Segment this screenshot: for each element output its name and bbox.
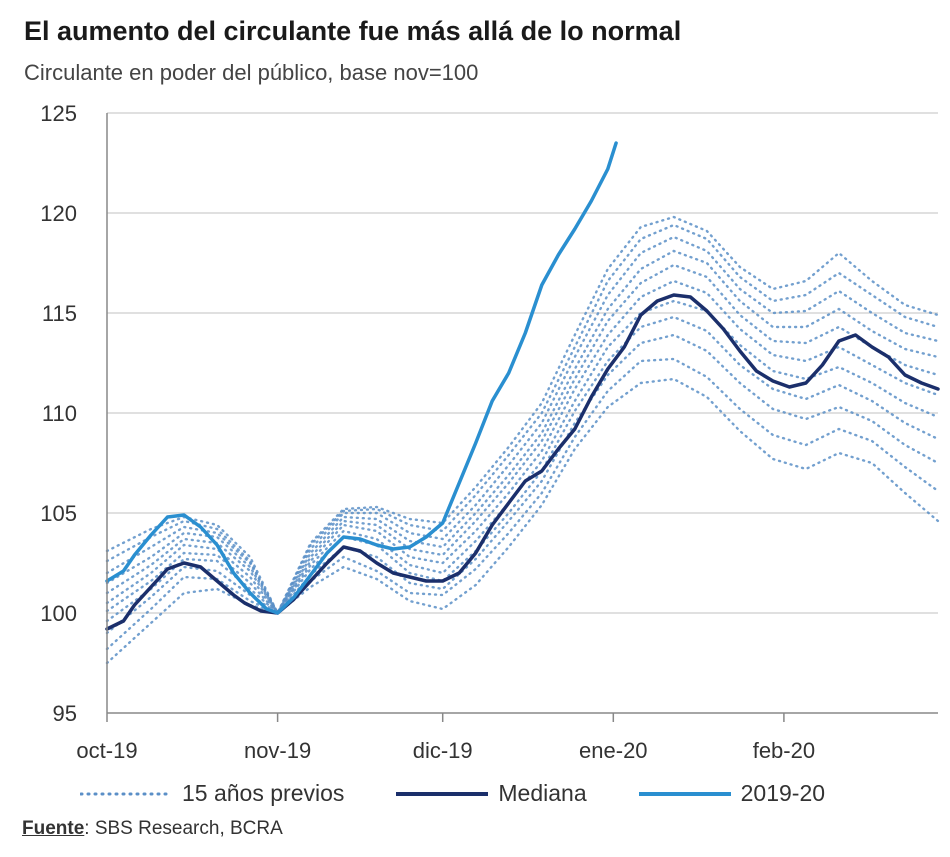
previous-year-line-5 xyxy=(105,299,940,615)
chart-subtitle: Circulante en poder del público, base no… xyxy=(24,60,479,85)
legend-item-previous-years: 15 años previos xyxy=(80,780,344,807)
chart-title: El aumento del circulante fue más allá d… xyxy=(24,16,682,46)
axes: 95 100 105 110 115 120 125 oct-19 nov-19 dic-19 en… xyxy=(40,101,938,763)
previous-year-line-7 xyxy=(105,263,940,616)
legend-label-median: Mediana xyxy=(498,780,587,806)
line-chart: 95 100 105 110 115 120 125 oct-19 nov-19 dic-19 en… xyxy=(40,101,940,763)
legend-label-2019-20: 2019-20 xyxy=(740,780,826,806)
x-tick-label-feb-20: feb-20 xyxy=(753,738,815,763)
y-tick-label-105: 105 xyxy=(40,501,77,526)
main-series xyxy=(105,141,940,631)
y-tick-label-120: 120 xyxy=(40,201,77,226)
previous-year-line-2 xyxy=(105,357,940,651)
legend-swatch-dotted xyxy=(80,792,172,795)
previous-years-series xyxy=(105,215,940,665)
previous-year-line-11 xyxy=(105,215,940,616)
x-tick-label-dic-19: dic-19 xyxy=(413,738,473,763)
grid-lines xyxy=(107,112,938,614)
y-tick-label-95: 95 xyxy=(53,701,77,726)
series-2019-20-line xyxy=(105,141,618,615)
previous-year-line-4 xyxy=(105,315,940,623)
previous-year-line-9 xyxy=(105,235,940,616)
legend: 15 años previos Mediana 2019-20 xyxy=(80,780,825,807)
source-label: Fuente xyxy=(22,818,85,839)
y-tick-label-110: 110 xyxy=(42,401,77,426)
y-tick-label-100: 100 xyxy=(40,601,77,626)
y-tick-label-115: 115 xyxy=(42,301,77,326)
previous-year-line-10 xyxy=(105,223,940,616)
previous-year-line-6 xyxy=(105,279,940,616)
x-tick-label-ene-20: ene-20 xyxy=(579,738,648,763)
median-line xyxy=(105,293,940,631)
previous-year-line-1 xyxy=(105,377,940,665)
y-tick-label-125: 125 xyxy=(40,101,77,126)
source-note: Fuente: SBS Research, BCRA xyxy=(22,818,283,840)
legend-item-median: Mediana xyxy=(396,780,587,807)
legend-swatch-2019-20 xyxy=(638,791,731,796)
legend-label-previous-years: 15 años previos xyxy=(182,780,345,806)
previous-year-line-8 xyxy=(105,249,940,616)
legend-swatch-median xyxy=(396,791,489,796)
x-tick-label-nov-19: nov-19 xyxy=(244,738,311,763)
x-tick-label-oct-19: oct-19 xyxy=(76,738,137,763)
legend-item-2019-20: 2019-20 xyxy=(638,780,826,807)
source-text: : SBS Research, BCRA xyxy=(84,818,283,839)
